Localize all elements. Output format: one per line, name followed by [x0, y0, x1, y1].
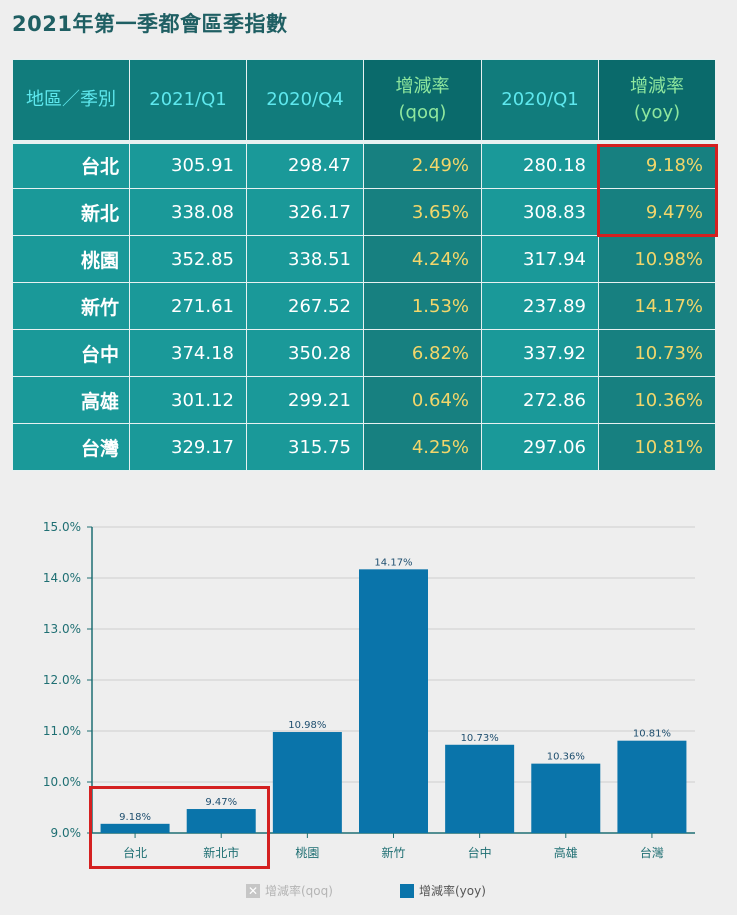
y-tick-label: 9.0% — [51, 826, 82, 840]
value-cell: 317.94 — [481, 235, 599, 283]
x-tick-label: 台灣 — [640, 845, 664, 860]
bar — [359, 569, 428, 833]
table-highlight-box — [597, 144, 718, 237]
region-cell: 台灣 — [12, 423, 130, 471]
y-tick-label: 10.0% — [43, 775, 81, 789]
value-cell: 305.91 — [129, 139, 247, 189]
value-cell: 299.21 — [246, 376, 364, 424]
bar — [531, 763, 601, 833]
table-row: 台中 374.18 350.28 6.82% 337.92 10.73% — [12, 329, 716, 377]
region-cell: 新北 — [12, 188, 130, 236]
value-cell: 338.08 — [129, 188, 247, 236]
yoy-cell: 10.81% — [598, 423, 716, 471]
value-cell: 298.47 — [246, 139, 364, 189]
x-tick-label: 新竹 — [381, 845, 405, 860]
header-yoy: 增減率 (yoy) — [598, 59, 716, 142]
y-tick-label: 13.0% — [43, 622, 81, 636]
value-cell: 329.17 — [129, 423, 247, 471]
value-cell: 297.06 — [481, 423, 599, 471]
header-region: 地區／季別 — [12, 59, 130, 142]
bar-data-label: 9.47% — [205, 797, 237, 808]
legend-item-qoq[interactable]: ✕ 增減率(qoq) — [246, 882, 333, 899]
table-row: 台灣 329.17 315.75 4.25% 297.06 10.81% — [12, 423, 716, 471]
y-tick-label: 11.0% — [43, 724, 81, 738]
qoq-cell: 2.49% — [363, 139, 482, 189]
value-cell: 267.52 — [246, 282, 364, 330]
bar — [100, 823, 170, 833]
value-cell: 374.18 — [129, 329, 247, 377]
region-cell: 台北 — [12, 139, 130, 189]
x-tick-label: 桃園 — [295, 845, 319, 860]
legend-label-yoy: 增減率(yoy) — [419, 884, 486, 898]
header-2021q1: 2021/Q1 — [129, 59, 247, 142]
bar-data-label: 9.18% — [119, 812, 151, 823]
bar — [186, 809, 256, 833]
region-cell: 新竹 — [12, 282, 130, 330]
bar-data-label: 10.81% — [633, 729, 671, 740]
value-cell: 337.92 — [481, 329, 599, 377]
yoy-cell: 10.73% — [598, 329, 716, 377]
header-qoq: 增減率 (qoq) — [363, 59, 482, 142]
value-cell: 280.18 — [481, 139, 599, 189]
yoy-cell: 10.36% — [598, 376, 716, 424]
table-row: 台北 305.91 298.47 2.49% 280.18 9.18% — [12, 139, 716, 189]
chart-highlight-box — [89, 786, 270, 869]
value-cell: 352.85 — [129, 235, 247, 283]
value-cell: 338.51 — [246, 235, 364, 283]
x-tick-label: 高雄 — [554, 845, 578, 860]
region-cell: 高雄 — [12, 376, 130, 424]
bar-data-label: 10.98% — [288, 720, 326, 731]
qoq-cell: 4.24% — [363, 235, 482, 283]
index-table: 地區／季別 2021/Q1 2020/Q4 增減率 (qoq) 2020/Q1 增… — [12, 59, 716, 471]
x-tick-label: 台北 — [123, 845, 147, 860]
yoy-cell: 9.18% — [598, 139, 716, 189]
table-row: 高雄 301.12 299.21 0.64% 272.86 10.36% — [12, 376, 716, 424]
legend-swatch-yoy — [400, 883, 414, 898]
table-row: 桃園 352.85 338.51 4.24% 317.94 10.98% — [12, 235, 716, 283]
y-tick-label: 12.0% — [43, 673, 81, 687]
x-tick-label: 新北市 — [203, 845, 239, 860]
value-cell: 272.86 — [481, 376, 599, 424]
table-row: 新北 338.08 326.17 3.65% 308.83 9.47% — [12, 188, 716, 236]
legend-hidden-swatch-icon: ✕ — [246, 883, 260, 898]
bar-data-label: 14.17% — [374, 557, 412, 568]
yoy-cell: 14.17% — [598, 282, 716, 330]
bar-data-label: 10.73% — [461, 733, 499, 744]
qoq-cell: 3.65% — [363, 188, 482, 236]
yoy-cell: 10.98% — [598, 235, 716, 283]
qoq-cell: 6.82% — [363, 329, 482, 377]
bar-data-label: 10.36% — [547, 752, 585, 763]
value-cell: 237.89 — [481, 282, 599, 330]
page-title: 2021年第一季都會區季指數 — [12, 12, 288, 36]
legend-label-qoq: 增減率(qoq) — [265, 884, 333, 898]
bar — [617, 740, 687, 833]
table-header-row: 地區／季別 2021/Q1 2020/Q4 增減率 (qoq) 2020/Q1 增… — [12, 59, 716, 142]
value-cell: 315.75 — [246, 423, 364, 471]
value-cell: 271.61 — [129, 282, 247, 330]
bar — [272, 732, 342, 833]
x-tick-label: 台中 — [468, 845, 492, 860]
value-cell: 350.28 — [246, 329, 364, 377]
legend-item-yoy[interactable]: 增減率(yoy) — [400, 882, 486, 899]
y-tick-label: 15.0% — [43, 520, 81, 534]
value-cell: 308.83 — [481, 188, 599, 236]
qoq-cell: 4.25% — [363, 423, 482, 471]
value-cell: 326.17 — [246, 188, 364, 236]
bar — [445, 744, 515, 833]
header-2020q1: 2020/Q1 — [481, 59, 599, 142]
region-cell: 桃園 — [12, 235, 130, 283]
y-tick-label: 14.0% — [43, 571, 81, 585]
